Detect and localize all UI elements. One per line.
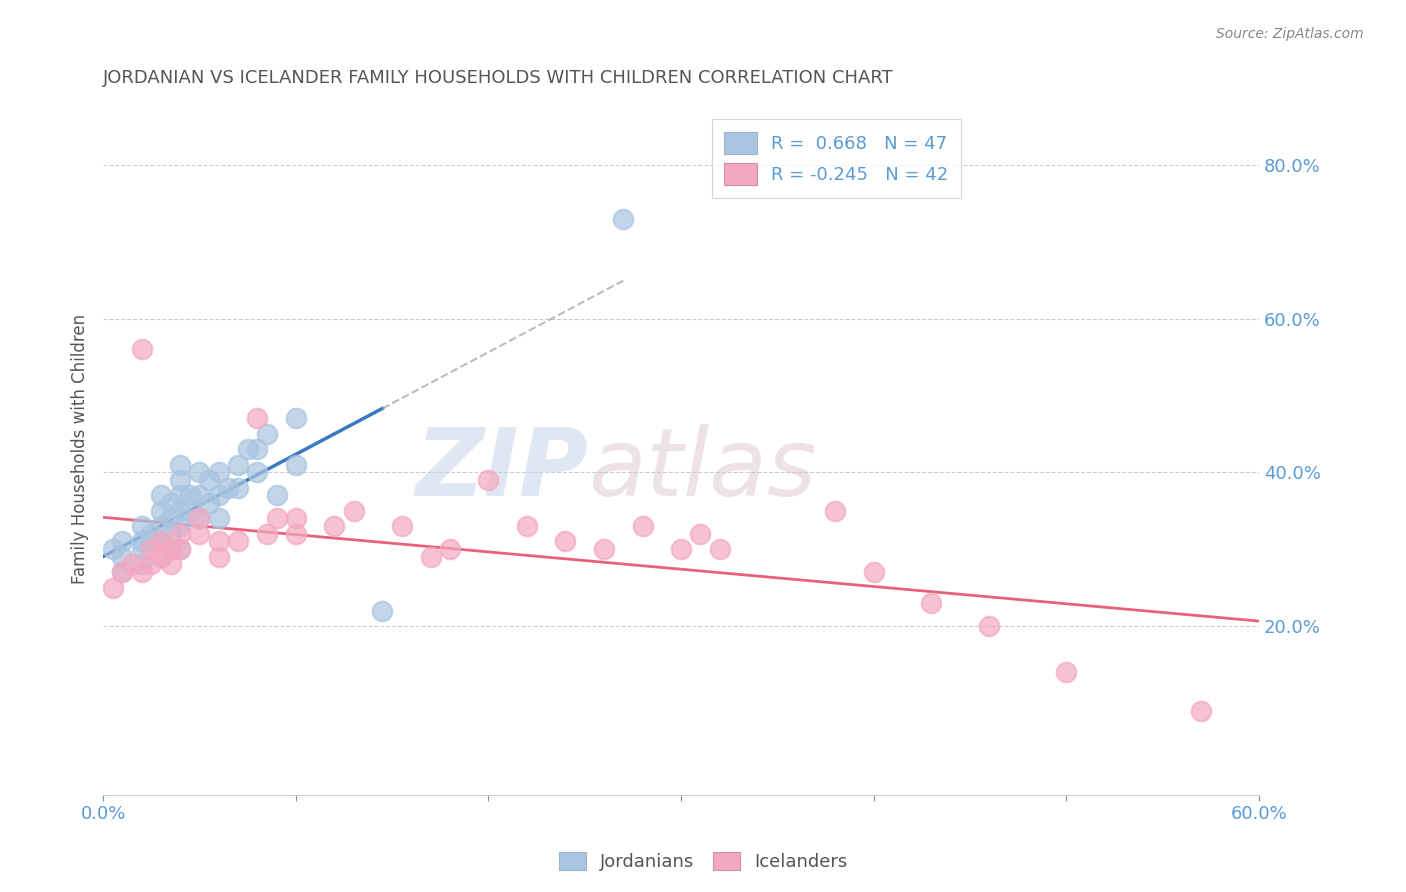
- Point: [236, 442, 259, 457]
- Text: Source: ZipAtlas.com: Source: ZipAtlas.com: [1216, 27, 1364, 41]
- Point: [226, 458, 249, 472]
- Point: [198, 496, 221, 510]
- Point: [284, 458, 307, 472]
- Point: [284, 411, 307, 425]
- Point: [149, 534, 172, 549]
- Point: [208, 488, 231, 502]
- Point: [179, 504, 201, 518]
- Point: [169, 458, 191, 472]
- Point: [323, 519, 346, 533]
- Point: [246, 442, 269, 457]
- Point: [159, 542, 181, 557]
- Point: [477, 473, 499, 487]
- Point: [169, 473, 191, 487]
- Point: [979, 619, 1001, 633]
- Point: [862, 565, 884, 579]
- Point: [188, 526, 211, 541]
- Point: [111, 565, 134, 579]
- Point: [149, 549, 172, 564]
- Point: [169, 519, 191, 533]
- Point: [689, 526, 711, 541]
- Point: [169, 488, 191, 502]
- Point: [149, 519, 172, 533]
- Point: [256, 426, 278, 441]
- Point: [131, 534, 153, 549]
- Point: [149, 504, 172, 518]
- Point: [669, 542, 692, 557]
- Point: [141, 534, 163, 549]
- Point: [141, 526, 163, 541]
- Point: [593, 542, 616, 557]
- Point: [631, 519, 654, 533]
- Point: [921, 596, 943, 610]
- Point: [824, 504, 846, 518]
- Point: [256, 526, 278, 541]
- Point: [554, 534, 576, 549]
- Point: [419, 549, 441, 564]
- Point: [169, 542, 191, 557]
- Point: [149, 549, 172, 564]
- Point: [217, 481, 239, 495]
- Y-axis label: Family Households with Children: Family Households with Children: [72, 314, 89, 584]
- Point: [159, 558, 181, 572]
- Point: [391, 519, 413, 533]
- Point: [121, 558, 143, 572]
- Point: [159, 526, 181, 541]
- Point: [111, 565, 134, 579]
- Point: [284, 511, 307, 525]
- Point: [439, 542, 461, 557]
- Legend: Jordanians, Icelanders: Jordanians, Icelanders: [551, 845, 855, 879]
- Point: [188, 465, 211, 479]
- Point: [169, 504, 191, 518]
- Point: [159, 496, 181, 510]
- Text: atlas: atlas: [589, 425, 817, 516]
- Point: [131, 519, 153, 533]
- Point: [188, 511, 211, 525]
- Point: [159, 511, 181, 525]
- Legend: R =  0.668   N = 47, R = -0.245   N = 42: R = 0.668 N = 47, R = -0.245 N = 42: [711, 120, 960, 198]
- Point: [188, 511, 211, 525]
- Point: [226, 534, 249, 549]
- Text: JORDANIAN VS ICELANDER FAMILY HOUSEHOLDS WITH CHILDREN CORRELATION CHART: JORDANIAN VS ICELANDER FAMILY HOUSEHOLDS…: [103, 69, 894, 87]
- Text: ZIP: ZIP: [416, 424, 589, 516]
- Point: [284, 526, 307, 541]
- Point: [1189, 704, 1212, 718]
- Point: [208, 549, 231, 564]
- Point: [141, 558, 163, 572]
- Point: [131, 343, 153, 357]
- Point: [198, 473, 221, 487]
- Point: [246, 411, 269, 425]
- Point: [111, 534, 134, 549]
- Point: [208, 511, 231, 525]
- Point: [612, 211, 634, 226]
- Point: [101, 542, 124, 557]
- Point: [208, 465, 231, 479]
- Point: [101, 581, 124, 595]
- Point: [1054, 665, 1077, 679]
- Point: [266, 511, 288, 525]
- Point: [342, 504, 364, 518]
- Point: [111, 549, 134, 564]
- Point: [226, 481, 249, 495]
- Point: [159, 542, 181, 557]
- Point: [246, 465, 269, 479]
- Point: [169, 542, 191, 557]
- Point: [208, 534, 231, 549]
- Point: [131, 565, 153, 579]
- Point: [266, 488, 288, 502]
- Point: [149, 534, 172, 549]
- Point: [141, 542, 163, 557]
- Point: [188, 488, 211, 502]
- Point: [179, 488, 201, 502]
- Point: [149, 488, 172, 502]
- Point: [169, 526, 191, 541]
- Point: [131, 542, 153, 557]
- Point: [371, 604, 394, 618]
- Point: [516, 519, 538, 533]
- Point: [709, 542, 731, 557]
- Point: [131, 558, 153, 572]
